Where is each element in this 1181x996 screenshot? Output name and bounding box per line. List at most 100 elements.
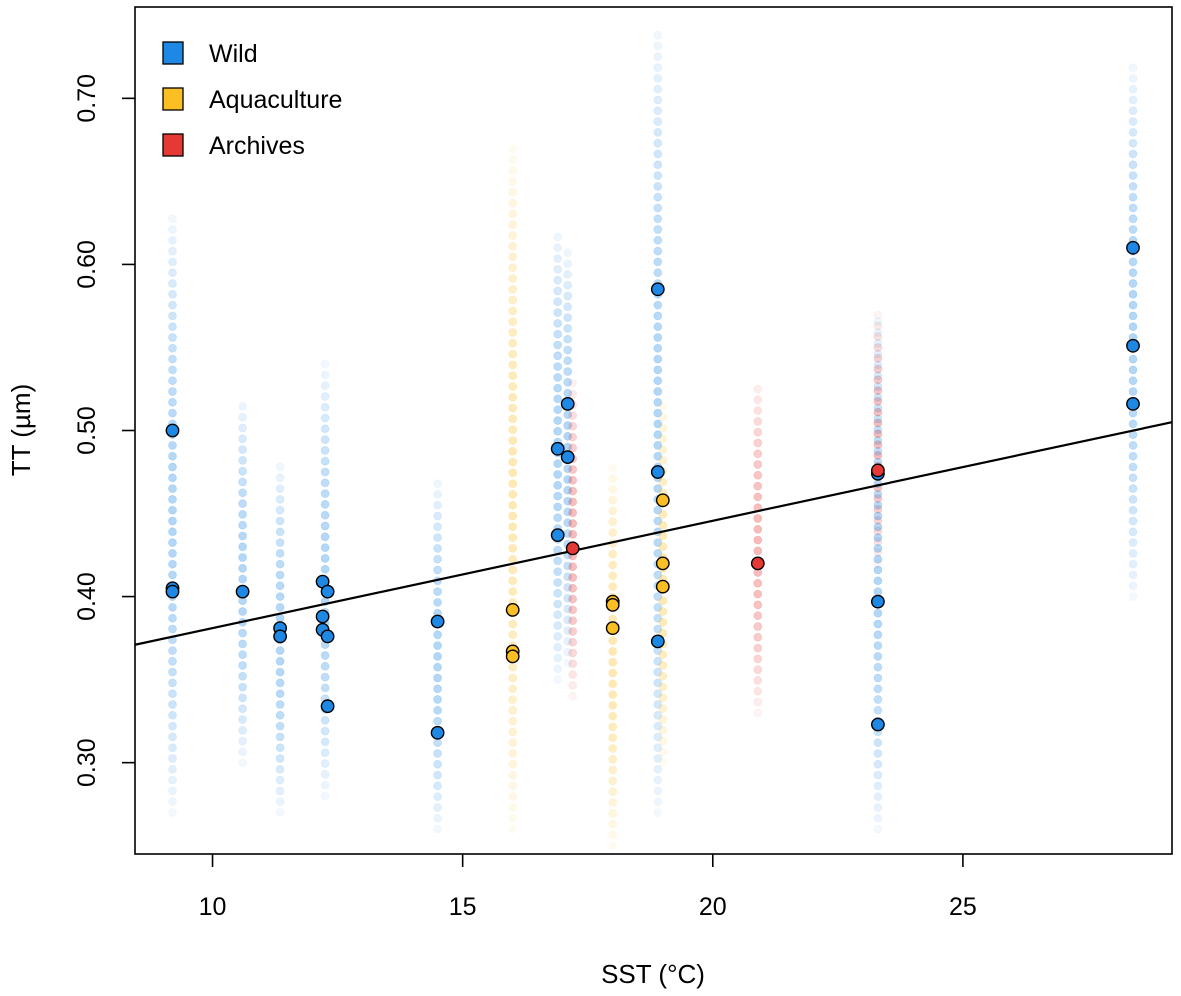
distribution-dot	[553, 372, 563, 382]
distribution-dot	[553, 232, 563, 242]
distribution-dot	[168, 462, 177, 472]
data-point	[560, 396, 575, 411]
distribution-dot	[238, 510, 248, 519]
distribution-dot	[433, 716, 443, 726]
distribution-dot	[508, 220, 518, 230]
distribution-dot	[1128, 300, 1138, 310]
distribution-column	[508, 145, 518, 834]
distribution-dot	[508, 500, 518, 510]
distribution-dot	[1128, 289, 1138, 299]
distribution-dot	[553, 480, 563, 490]
distribution-dot	[275, 764, 285, 774]
distribution-dot	[753, 449, 763, 459]
distribution-dot	[873, 403, 883, 413]
distribution-dot	[568, 637, 578, 647]
distribution-dot	[238, 445, 248, 455]
distribution-dot	[653, 52, 663, 62]
distribution-dot	[563, 637, 573, 646]
distribution-dot	[608, 495, 618, 505]
distribution-dot	[658, 401, 668, 411]
distribution-dot	[653, 74, 663, 83]
distribution-dot	[433, 781, 443, 791]
distribution-dot	[568, 573, 578, 582]
distribution-dot	[433, 662, 443, 672]
distribution-dot	[275, 570, 285, 580]
distribution-dot	[508, 770, 518, 780]
distribution-dot	[873, 396, 883, 406]
distribution-dot	[753, 535, 763, 545]
distribution-dot	[873, 446, 883, 456]
distribution-dot	[873, 673, 883, 683]
distribution-dot	[553, 621, 563, 630]
distribution-dot	[563, 367, 573, 376]
distribution-dot	[653, 63, 663, 72]
distribution-dot	[168, 700, 177, 709]
distribution-dot	[873, 429, 883, 439]
distribution-dot	[568, 648, 578, 658]
distribution-dot	[275, 538, 285, 547]
distribution-column	[568, 378, 578, 701]
legend: Wild Aquaculture Archives	[162, 40, 342, 160]
distribution-dot	[658, 747, 668, 757]
distribution-dot	[653, 138, 663, 148]
distribution-dot	[568, 411, 578, 421]
distribution-dot	[168, 246, 177, 256]
distribution-dot	[275, 754, 285, 763]
distribution-dot	[553, 340, 563, 350]
distribution-dot	[1128, 311, 1138, 321]
distribution-dot	[753, 438, 763, 448]
distribution-dot	[320, 748, 330, 758]
distribution-dot	[433, 533, 443, 542]
y-tick-label: 0.40	[73, 572, 101, 621]
distribution-dot	[320, 499, 330, 509]
distribution-dot	[168, 754, 177, 763]
distribution-dot	[563, 323, 573, 333]
distribution-dot	[653, 181, 663, 191]
distribution-dot	[873, 559, 882, 568]
data-point	[871, 594, 885, 609]
data-point	[1126, 338, 1140, 353]
distribution-dot	[508, 349, 518, 359]
distribution-dot	[168, 764, 177, 774]
distribution-dot	[553, 254, 563, 264]
distribution-column	[320, 360, 330, 800]
distribution-dot	[168, 408, 177, 418]
distribution-dot	[168, 397, 177, 407]
distribution-dot	[1128, 192, 1138, 202]
distribution-dot	[653, 419, 663, 429]
data-point	[650, 282, 665, 297]
distribution-dot	[563, 377, 573, 387]
distribution-dot	[658, 715, 668, 724]
distribution-dot	[608, 690, 618, 699]
distribution-dot	[568, 627, 578, 636]
distribution-dot	[568, 443, 578, 453]
distribution-dot	[563, 518, 573, 528]
distribution-dot	[568, 421, 578, 431]
distribution-dot	[608, 485, 618, 494]
distribution-dot	[1128, 138, 1138, 148]
distribution-dot	[653, 235, 663, 245]
distribution-dot	[320, 370, 330, 380]
distribution-dot	[568, 465, 578, 474]
distribution-dot	[433, 630, 443, 640]
distribution-dot	[238, 747, 248, 757]
distribution-dot	[553, 394, 563, 404]
distribution-dot	[168, 289, 177, 299]
distribution-dot	[320, 424, 330, 434]
distribution-dot	[653, 160, 663, 170]
legend-swatch	[162, 41, 184, 65]
data-point	[430, 725, 445, 740]
distribution-dot	[508, 403, 518, 413]
distribution-dot	[508, 241, 518, 251]
distribution-dot	[653, 516, 663, 526]
distribution-dot	[873, 425, 883, 435]
distribution-dot	[168, 300, 177, 310]
distribution-dot	[653, 246, 663, 256]
distribution-dot	[168, 451, 177, 461]
distribution-dot	[508, 468, 518, 478]
distribution-dot	[753, 643, 763, 653]
distribution-column	[168, 214, 177, 817]
data-point	[871, 463, 885, 478]
distribution-dot	[508, 209, 518, 219]
distribution-dot	[168, 343, 177, 353]
